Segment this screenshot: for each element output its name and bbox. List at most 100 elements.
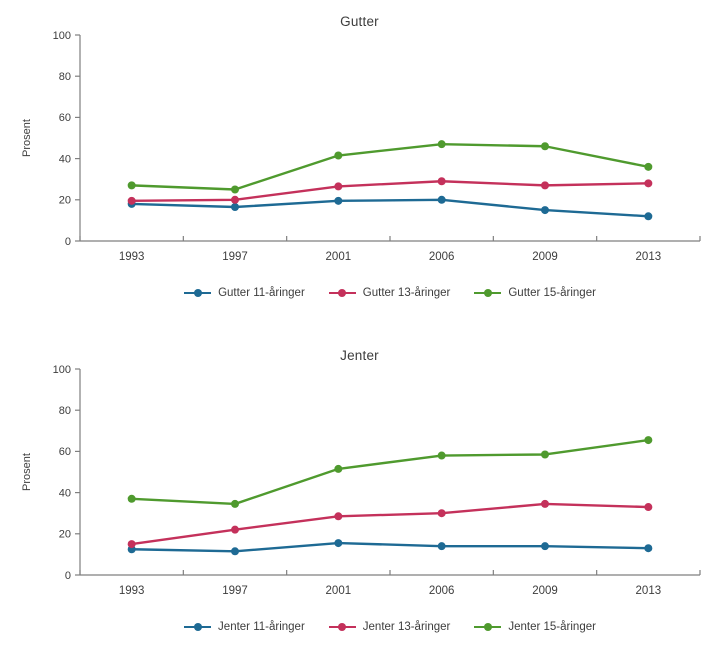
- y-tick-label: 80: [59, 405, 71, 417]
- data-point-marker: [334, 464, 343, 473]
- series-line: [131, 502, 649, 546]
- series-jenter-15-åringer: [127, 436, 653, 508]
- data-point-marker: [541, 181, 549, 190]
- legend-item-gutter-15: Gutter 15-åringer: [474, 287, 596, 299]
- legend-dot-icon: [338, 623, 347, 631]
- legend-line-marker-icon: [328, 623, 356, 631]
- data-point-marker: [644, 503, 653, 512]
- y-tick-label: 40: [59, 153, 71, 165]
- x-tick-label: 2013: [636, 585, 662, 597]
- data-point-marker: [541, 206, 549, 215]
- data-point-marker: [437, 140, 446, 149]
- series-line: [131, 198, 649, 218]
- data-point-marker: [127, 196, 136, 205]
- data-point-marker: [541, 450, 549, 459]
- y-tick-label: 20: [59, 195, 71, 207]
- legend-line-marker-icon: [184, 289, 212, 297]
- data-point-marker: [334, 539, 343, 548]
- y-tick-label: 60: [59, 112, 71, 124]
- y-tick-label: 0: [65, 236, 71, 248]
- legend-gutter: Gutter 11-åringer Gutter 13-åringer Gutt…: [80, 287, 700, 299]
- legend-dot-icon: [483, 623, 492, 631]
- data-point-marker: [127, 181, 136, 190]
- legend-label: Gutter 13-åringer: [362, 287, 451, 299]
- chart-gutter: Gutter Prosent 0 20 40 60 80 100 1993 1997 2001 2…: [0, 0, 719, 325]
- line-plot-jenter: 0 20 40 60 80 100 1993 1997 2001 2006 2009 2013: [53, 364, 701, 597]
- series-line: [131, 438, 649, 506]
- data-point-marker: [541, 542, 549, 551]
- legend-line-marker-icon: [474, 623, 502, 631]
- data-point-marker: [334, 196, 343, 205]
- data-point-marker: [644, 436, 653, 445]
- data-point-marker: [231, 499, 239, 508]
- x-tick-label: 2001: [326, 251, 352, 263]
- series-jenter-11-åringer: [127, 539, 653, 556]
- chart-title-jenter: Jenter: [340, 348, 379, 363]
- axes: 0 20 40 60 80 100 1993 1997 2001 2006 2009 2013: [53, 30, 701, 263]
- x-tick-label: 1997: [222, 251, 248, 263]
- series-line: [131, 541, 649, 553]
- data-point-marker: [231, 525, 239, 534]
- series-gutter-15-åringer: [127, 140, 653, 194]
- axes: 0 20 40 60 80 100 1993 1997 2001 2006 2009 2013: [53, 364, 701, 597]
- x-tick-label: 1993: [119, 585, 145, 597]
- data-point-marker: [334, 182, 343, 191]
- legend-line-marker-icon: [328, 289, 356, 297]
- data-point-marker: [231, 185, 239, 194]
- legend-label: Jenter 11-åringer: [218, 621, 305, 633]
- legend-jenter: Jenter 11-åringer Jenter 13-åringer Jent…: [80, 621, 700, 633]
- series-jenter-13-åringer: [127, 499, 653, 549]
- line-plot-gutter: 0 20 40 60 80 100 1993 1997 2001 2006 2009 2013: [53, 30, 701, 263]
- legend-label: Gutter 15-åringer: [508, 287, 596, 299]
- data-point-marker: [127, 540, 136, 549]
- chart-title-gutter: Gutter: [340, 14, 379, 29]
- data-point-marker: [541, 142, 549, 151]
- series-line: [131, 142, 649, 191]
- x-tick-label: 2009: [532, 251, 558, 263]
- data-point-marker: [644, 544, 653, 553]
- data-point-marker: [644, 212, 653, 221]
- legend-item-gutter-13: Gutter 13-åringer: [328, 287, 451, 299]
- legend-dot-icon: [193, 623, 202, 631]
- y-tick-label: 20: [59, 529, 71, 541]
- data-point-marker: [437, 509, 446, 518]
- legend-dot-icon: [483, 289, 492, 297]
- x-tick-label: 2006: [429, 251, 455, 263]
- data-point-marker: [334, 151, 343, 160]
- x-tick-label: 2006: [429, 585, 455, 597]
- legend-dot-icon: [338, 289, 347, 297]
- legend-item-jenter-11: Jenter 11-åringer: [184, 621, 305, 633]
- y-tick-label: 60: [59, 446, 71, 458]
- data-point-marker: [231, 195, 239, 204]
- y-tick-label: 40: [59, 487, 71, 499]
- data-point-marker: [437, 177, 446, 186]
- x-tick-label: 1997: [222, 585, 248, 597]
- legend-label: Gutter 11-åringer: [218, 287, 305, 299]
- data-point-marker: [231, 203, 239, 212]
- legend-line-marker-icon: [184, 623, 212, 631]
- x-tick-label: 2009: [532, 585, 558, 597]
- data-point-marker: [437, 451, 446, 460]
- legend-dot-icon: [193, 289, 202, 297]
- x-tick-label: 2001: [326, 585, 352, 597]
- series-gutter-13-åringer: [127, 177, 653, 205]
- data-point-marker: [541, 499, 549, 508]
- legend-line-marker-icon: [474, 289, 502, 297]
- x-tick-label: 1993: [119, 251, 145, 263]
- data-point-marker: [231, 547, 239, 556]
- y-tick-label: 100: [53, 30, 71, 42]
- data-point-marker: [644, 179, 653, 188]
- data-point-marker: [334, 512, 343, 521]
- legend-label: Jenter 13-åringer: [362, 621, 451, 633]
- data-point-marker: [644, 162, 653, 171]
- chart-jenter: Jenter Prosent 0 20 40 60 80 100 1993 1997 2001 2…: [0, 334, 719, 651]
- y-tick-label: 0: [65, 570, 71, 582]
- legend-item-jenter-15: Jenter 15-åringer: [474, 621, 596, 633]
- legend-label: Jenter 15-åringer: [508, 621, 596, 633]
- data-point-marker: [437, 195, 446, 204]
- series-line: [131, 180, 649, 203]
- data-point-marker: [437, 542, 446, 551]
- x-tick-label: 2013: [636, 251, 662, 263]
- y-tick-label: 80: [59, 71, 71, 83]
